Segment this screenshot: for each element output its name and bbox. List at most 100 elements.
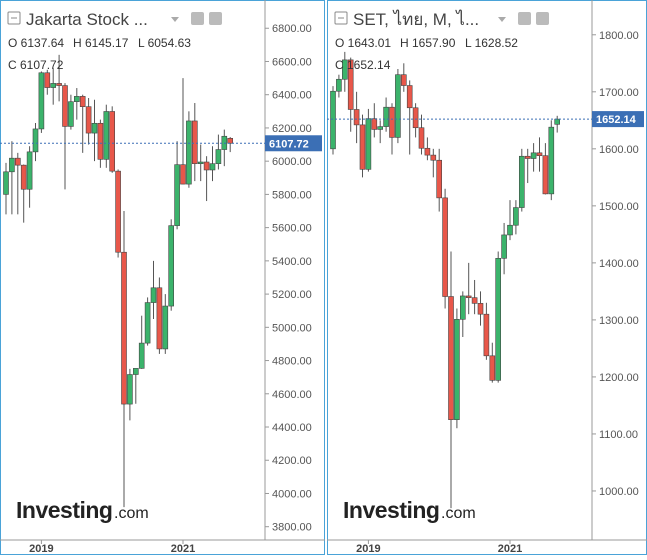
candle-body [448,296,454,420]
y-tick-label: 4400.00 [272,422,312,434]
candle-body [85,106,92,134]
candle-body [477,303,484,315]
candle-body [336,78,342,92]
candle-body [15,157,21,166]
ohlc-legend: C 1652.14 [335,58,391,72]
settings-icon[interactable] [536,12,549,25]
candle-body [418,127,425,149]
candle-body [542,155,549,195]
ohlc-legend: C 6107.72 [8,58,64,72]
y-tick-label: 1200.00 [599,372,639,384]
x-tick-label: 2021 [498,543,522,555]
candle-body [121,251,127,405]
candle-body [97,122,104,160]
candle-body [501,234,507,259]
settings-icon[interactable] [191,12,204,25]
candle-body [174,164,180,226]
candle-body [91,122,98,134]
candle-body [79,96,86,107]
candle-body [365,118,372,170]
logo-suffix: .com [114,505,149,522]
candle-body [68,101,74,127]
ohlc-legend: O 6137.64 [8,36,64,50]
y-tick-label: 6600.00 [272,56,312,68]
last-price-label: 1652.14 [596,114,637,126]
dropdown-arrow[interactable] [498,17,506,22]
candle-body [554,118,561,125]
y-tick-label: 5400.00 [272,256,312,268]
ohlc-legend: L 1628.52 [465,36,518,50]
candle-body [489,355,496,381]
chart-panel: 3800.00 4000.00 4200.00 4400.00 4600.00 4800.… [0,0,325,555]
y-tick-label: 1600.00 [599,144,639,156]
logo-main: Investing [16,497,112,523]
candle-body [359,124,366,170]
y-tick-label: 5600.00 [272,223,312,235]
chart-title: SET, ไทย, M, ไ... [353,9,479,29]
ohlc-legend: O 1643.01 [335,36,391,50]
candle-body [44,72,51,88]
y-tick-label: 6000.00 [272,156,312,168]
candle-body [186,120,192,185]
settings-icon[interactable] [209,12,222,25]
candle-body [168,225,174,307]
candle-body [442,197,448,297]
candle-body [430,154,437,161]
y-tick-label: 1400.00 [599,258,639,270]
settings-icon[interactable] [518,12,531,25]
ohlc-legend: H 1657.90 [400,36,456,50]
x-tick-label: 2021 [171,543,195,555]
candle-body [127,374,133,405]
candle-body [9,157,15,173]
candle-body [115,170,121,253]
candle-body [341,59,348,80]
y-tick-label: 5800.00 [272,189,312,201]
y-tick-label: 3800.00 [272,522,312,534]
candle-body [530,152,537,159]
y-tick-label: 1500.00 [599,201,639,213]
ohlc-legend: H 6145.17 [73,36,129,50]
y-tick-label: 1700.00 [599,87,639,99]
y-tick-label: 6200.00 [272,123,312,135]
candle-body [371,118,378,130]
candle-body [192,120,198,164]
candle-body [180,164,186,185]
y-tick-label: 5200.00 [272,289,312,301]
candle-body [400,74,407,86]
candle-body [406,85,413,109]
candle-body [454,319,460,420]
y-tick-label: 1800.00 [599,30,639,42]
chart-title: Jakarta Stock ... [26,10,148,29]
y-tick-label: 1000.00 [599,486,639,498]
candle-body [436,159,443,199]
candle-body [162,305,169,350]
candle-body [209,163,216,171]
candle-body [56,83,62,86]
y-tick-label: 4200.00 [272,455,312,467]
candle-body [74,96,80,102]
y-tick-label: 5000.00 [272,322,312,334]
candle-body [548,126,555,195]
last-price-tag [265,135,322,152]
y-tick-label: 1100.00 [599,429,638,441]
candle-body [536,152,543,156]
candle-body [197,161,204,164]
candle-body [20,164,27,190]
candle-body [62,85,68,127]
y-tick-label: 6400.00 [272,90,312,102]
y-tick-label: 4600.00 [272,389,312,401]
candle-body [32,128,39,153]
ohlc-legend: L 6054.63 [138,36,191,50]
candle-body [150,287,157,303]
y-tick-label: 1300.00 [599,315,639,327]
y-tick-label: 4000.00 [272,488,312,500]
x-tick-label: 2019 [356,543,380,555]
candle-body [3,171,9,195]
dropdown-arrow[interactable] [171,17,179,22]
candle-body [471,297,478,304]
candle-body [389,106,395,138]
candle-body [138,342,145,369]
candle-body [483,313,490,357]
candle-body [203,161,210,171]
